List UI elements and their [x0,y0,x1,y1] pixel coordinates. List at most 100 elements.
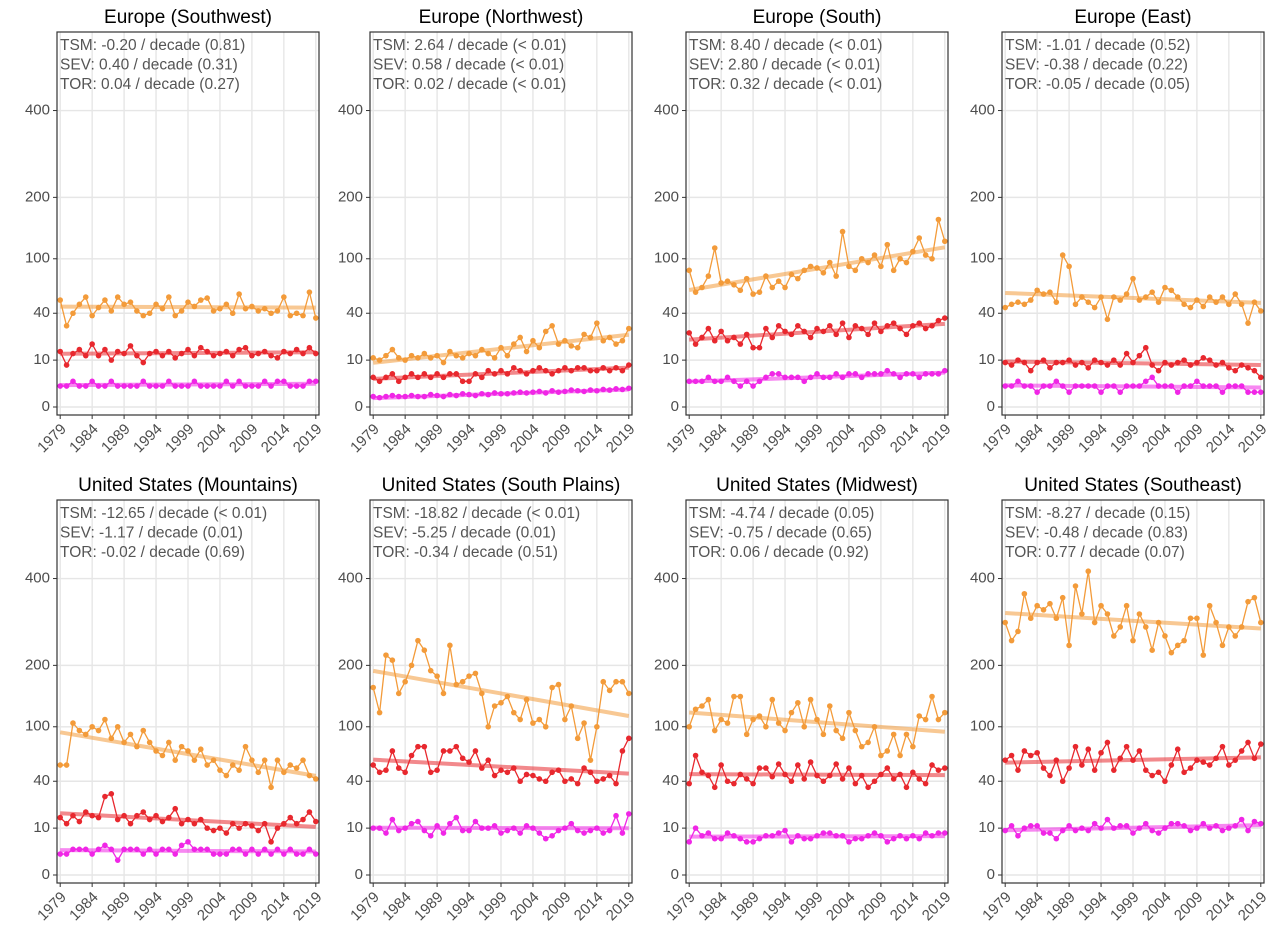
data-point [555,341,562,347]
data-point [1008,823,1015,829]
data-point [833,273,839,279]
y-tick-label: 0 [42,866,50,883]
data-point [1059,594,1066,601]
data-point [1168,649,1175,656]
data-point [1245,389,1251,395]
data-point [878,328,884,335]
data-point [1123,823,1130,829]
data-point [395,827,402,834]
data-point [210,383,217,389]
data-point [491,390,498,396]
data-point [1200,355,1207,361]
data-point [542,328,549,335]
data-point [402,678,408,685]
data-point [897,255,903,262]
x-tick-label: 1994 [1075,421,1111,457]
data-point [737,341,744,347]
x-tick-label: 1999 [475,889,511,925]
data-point [619,830,626,836]
data-point [1187,615,1194,622]
data-point [440,374,447,381]
data-point [1226,762,1232,768]
data-point [1194,297,1200,303]
data-point [1040,383,1047,389]
data-point [1104,316,1111,323]
y-tick-label: 10 [33,819,50,836]
data-point [1206,762,1213,768]
data-point [587,757,594,763]
data-point [217,825,223,831]
trend-line [59,730,317,778]
data-point [711,245,718,251]
data-point [229,310,236,317]
data-point [491,371,498,377]
data-point [453,371,460,377]
data-point [562,337,568,344]
data-point [562,716,568,723]
data-point [217,383,223,389]
data-point [472,371,479,377]
data-point [542,723,549,730]
y-tick-label: 400 [654,570,679,587]
data-point [942,315,948,321]
data-point [1091,767,1098,773]
data-point [172,851,179,857]
data-point [140,378,147,385]
data-point [1238,362,1245,368]
data-point [1130,275,1136,282]
data-point [1232,291,1239,297]
data-point [63,323,70,329]
data-point [530,772,536,779]
data-point [447,642,453,649]
data-point [1091,619,1098,626]
data-point [1104,383,1111,389]
data-point [731,693,737,700]
data-point [600,364,607,371]
data-point [510,765,517,771]
data-point [242,383,249,389]
data-point [820,374,827,381]
data-point [903,731,910,738]
data-point [1091,357,1098,363]
data-point [878,371,884,377]
data-point [858,255,865,262]
data-point [922,716,929,723]
data-point [587,769,594,776]
data-point [140,727,147,734]
data-point [95,846,102,853]
data-point [884,748,891,754]
data-point [517,367,523,374]
data-point [1200,820,1207,827]
data-point [191,303,198,310]
data-point [421,827,428,834]
data-point [102,793,108,800]
data-point [229,383,236,389]
data-point [1111,825,1117,831]
data-point [415,743,421,750]
panel: 0104010020040019791984198919941999200420… [25,7,325,456]
data-point [890,371,897,377]
data-point [782,827,788,834]
data-point [692,825,699,831]
data-point [1142,344,1149,351]
data-point [498,367,504,374]
data-point [1136,352,1143,359]
y-tick-label: 200 [654,656,679,673]
y-tick-label: 40 [33,304,50,321]
data-point [70,350,76,357]
trend-line [372,668,630,718]
data-point [485,757,492,763]
data-point [807,334,814,341]
data-point [421,371,428,377]
x-tick-label: 2019 [290,889,326,925]
data-point [1021,301,1028,308]
data-point [1053,299,1060,305]
data-point [1021,383,1028,389]
data-point [1149,374,1155,381]
data-point [1174,294,1181,300]
data-point [807,374,814,381]
data-point [769,773,776,780]
data-point [459,827,466,834]
data-point [1258,820,1264,827]
data-point [300,757,306,763]
